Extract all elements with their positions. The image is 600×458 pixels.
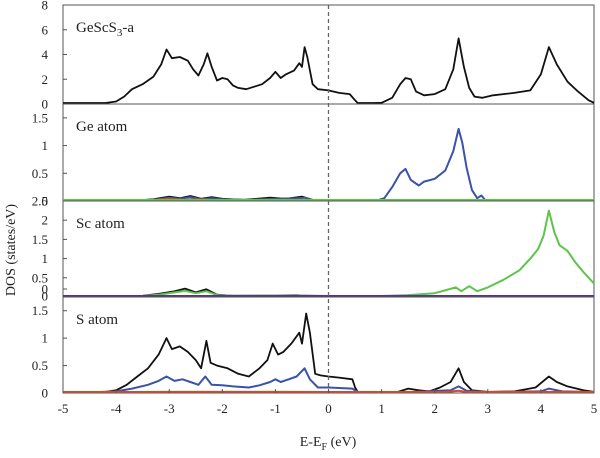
- series-line-p: [63, 127, 594, 201]
- series-line-d: [63, 209, 595, 297]
- panel-label: Sc atom: [76, 216, 125, 232]
- panel-label-tail: -a: [122, 20, 134, 36]
- panel-label: GeScS3-a: [76, 20, 134, 39]
- y-tick-label: 0: [42, 289, 49, 304]
- x-axis-title: E-EF (eV): [300, 435, 357, 453]
- y-axis-title: DOS (states/eV): [4, 204, 19, 296]
- x-title-sub: F: [322, 442, 328, 453]
- series-line-total: [63, 312, 595, 393]
- y-tick-label: 1: [42, 251, 49, 266]
- x-tick-label: 5: [591, 401, 598, 416]
- x-tick-label: -1: [270, 401, 281, 416]
- y-tick-label: 0: [42, 282, 49, 297]
- x-tick-label: -5: [58, 401, 69, 416]
- y-tick-label: 2: [42, 213, 49, 228]
- y-tick-label: 0.5: [32, 166, 48, 181]
- dos-panel-0: 8 6 4 2 0 GeScS3-a: [42, 0, 595, 112]
- y-tick-label: 4: [42, 47, 49, 62]
- x-tick-label: 4: [538, 401, 545, 416]
- x-tick-label: 1: [378, 401, 385, 416]
- y-tick-label: 0.5: [32, 358, 48, 373]
- y-tick-label: 1.5: [32, 303, 48, 318]
- y-tick-label: 8: [42, 0, 49, 13]
- y-tick-label: 2: [42, 72, 49, 87]
- y-tick-label: 2.5: [32, 194, 48, 209]
- panel-label-sub: 3: [117, 27, 123, 39]
- y-tick-label: 0: [42, 194, 49, 209]
- x-tick-label: -2: [217, 401, 228, 416]
- x-tick-label: 3: [485, 401, 492, 416]
- panel-label-main: Ge atom: [76, 119, 128, 135]
- series-line-total: [63, 37, 595, 104]
- panel-label-main: S atom: [76, 312, 118, 328]
- y-tick-label: 1: [42, 138, 49, 153]
- panel-label: Ge atom: [76, 119, 128, 135]
- x-tick-label: -4: [111, 401, 122, 416]
- x-title-main: E-E: [300, 435, 322, 450]
- y-tick-label: 0.5: [32, 270, 48, 285]
- x-axis: -5 -4 -3 -2 -1 0 1 2 3 4 5: [58, 389, 598, 416]
- x-tick-label: 2: [431, 401, 438, 416]
- y-tick-label: 1.5: [32, 232, 48, 247]
- series-line-p: [63, 367, 595, 393]
- dos-panel-1: 1.5 1 0.5 0 Ge atom: [32, 103, 595, 209]
- y-tick-label: 1: [42, 331, 49, 346]
- y-tick-label: 0: [42, 386, 49, 401]
- x-tick-label: 0: [325, 401, 332, 416]
- x-title-unit: (eV): [327, 435, 356, 450]
- y-tick-label: 0: [42, 97, 49, 112]
- panel-label: S atom: [76, 312, 118, 328]
- panel-label-main: GeScS: [76, 20, 117, 36]
- dos-panel-3: 1.5 1 0.5 0 S atom: [32, 296, 595, 401]
- y-tick-label: 1.5: [32, 110, 48, 125]
- panel-label-main: Sc atom: [76, 216, 125, 232]
- x-tick-label: -3: [164, 401, 175, 416]
- y-tick-label: 6: [42, 22, 49, 37]
